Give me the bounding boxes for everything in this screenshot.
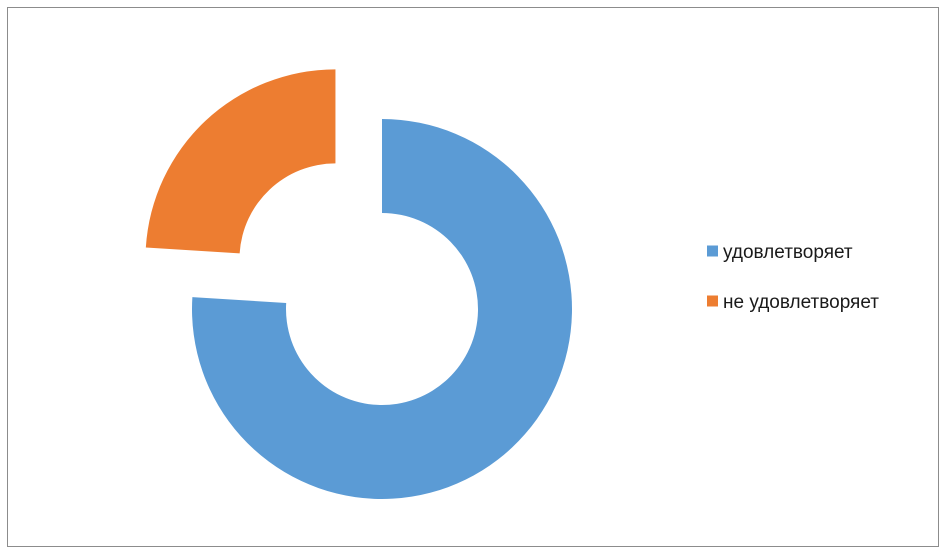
legend-swatch bbox=[707, 245, 718, 257]
doughnut-chart: удовлетворяет не удовлетворяет bbox=[145, 69, 879, 499]
legend-label: не удовлетворяет bbox=[723, 292, 879, 313]
legend: удовлетворяет не удовлетворяет bbox=[707, 242, 879, 313]
legend-swatch bbox=[707, 295, 718, 307]
slice-satisfies bbox=[192, 119, 573, 499]
legend-label: удовлетворяет bbox=[723, 242, 853, 263]
doughnut-slices bbox=[145, 69, 573, 499]
slice-does-not-satisfy bbox=[145, 69, 336, 254]
